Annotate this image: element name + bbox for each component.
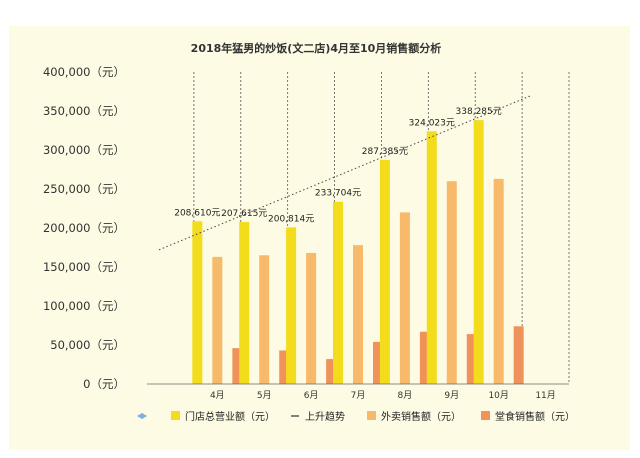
bar-2 [212, 256, 223, 384]
bar-layer [192, 120, 524, 385]
data-label: 324,023元 [409, 118, 455, 128]
bar-2 [259, 255, 270, 384]
x-tick-label: 6月 [304, 390, 319, 401]
y-tick-label: 300,000（元） [43, 143, 125, 157]
x-tick-label: 9月 [444, 390, 459, 401]
bar-2 [399, 212, 410, 384]
x-tick-label: 11月 [535, 390, 555, 401]
y-tick-label: 150,000（元） [43, 260, 125, 274]
bar-1 [426, 131, 437, 384]
bar-1 [286, 227, 297, 384]
legend-label: 堂食销售额（元） [495, 410, 575, 423]
legend-label: 上升趋势 [305, 410, 345, 423]
legend-swatch [367, 411, 376, 420]
bar-2 [353, 245, 363, 384]
bar-1 [333, 201, 343, 384]
legend-label: 门店总营业额（元） [185, 410, 275, 423]
y-tick-label: 350,000（元） [43, 104, 125, 118]
trendline [158, 94, 532, 251]
y-tick-label: 50,000（元） [50, 338, 125, 352]
y-tick-label: 400,000（元） [43, 65, 125, 79]
chart-background: 2018年猛男的炒饭(文二店)4月至10月销售额分析 208,610元 207,6… [9, 26, 630, 450]
x-tick-label: 5月 [257, 390, 272, 401]
bar-3 [232, 348, 243, 384]
bar-1 [379, 159, 390, 384]
axis-layer: 0（元） 50,000（元） 100,000（元） 150,000（元） 200,000… [43, 65, 569, 401]
legend-label: 外卖销售额（元） [381, 410, 461, 423]
data-label: 208,610元 [174, 208, 220, 218]
bar-2 [493, 178, 504, 384]
legend-swatch [171, 411, 180, 420]
legend: 门店总营业额（元） 上升趋势 外卖销售额（元） 堂食销售额（元） [137, 410, 575, 423]
y-tick-label: 200,000（元） [43, 221, 125, 235]
bar-2 [306, 252, 317, 384]
x-tick-label: 7月 [351, 390, 366, 401]
data-label: 207,615元 [221, 209, 267, 219]
bar-1 [192, 221, 203, 384]
bar-3 [373, 341, 383, 384]
bar-1 [473, 120, 484, 385]
x-tick-label: 8月 [398, 390, 413, 401]
y-tick-label: 100,000（元） [43, 299, 125, 313]
trendline-layer [158, 94, 532, 251]
data-label: 338,285元 [456, 107, 502, 117]
bar-3 [419, 331, 430, 384]
y-tick-label: 0（元） [83, 377, 125, 391]
bar-3 [466, 334, 477, 384]
x-tick-label: 4月 [210, 390, 225, 401]
chart-title: 2018年猛男的炒饭(文二店)4月至10月销售额分析 [191, 41, 442, 55]
data-label: 200,814元 [268, 214, 314, 224]
legend-diamond-marker [137, 413, 147, 419]
bar-1 [239, 222, 250, 384]
y-tick-label: 250,000（元） [43, 182, 125, 196]
x-tick-label: 10月 [488, 390, 508, 401]
bar-3 [279, 350, 290, 384]
bar-3 [326, 359, 337, 384]
sales-bar-chart: 2018年猛男的炒饭(文二店)4月至10月销售额分析 208,610元 207,6… [43, 41, 575, 423]
bar-3 [513, 326, 524, 384]
legend-swatch [481, 411, 490, 420]
data-label: 233,704元 [315, 189, 361, 199]
bar-2 [446, 181, 457, 384]
data-label: 287,385元 [362, 147, 408, 157]
